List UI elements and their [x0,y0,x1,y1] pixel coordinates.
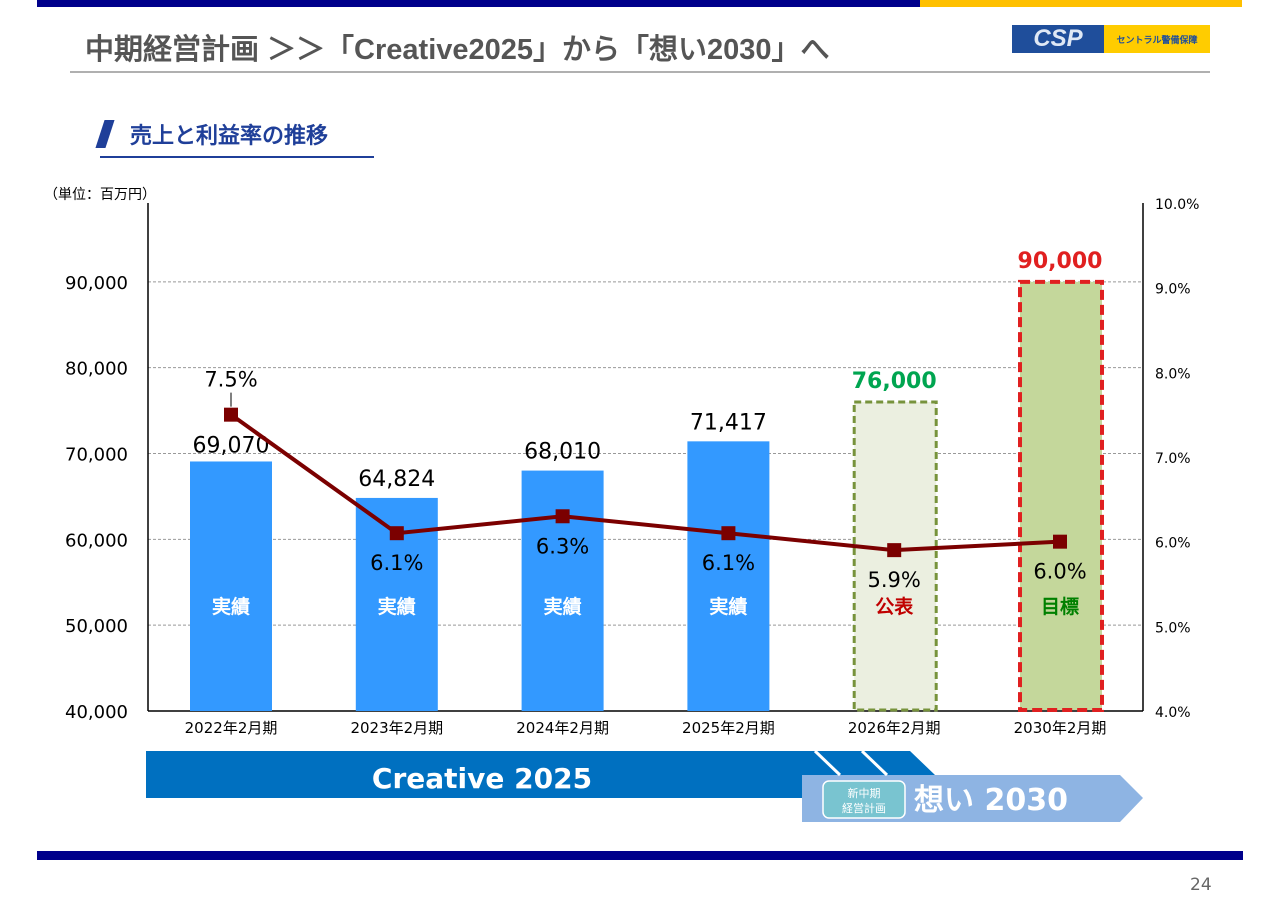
x-tick-label: 2025年2月期 [682,719,775,737]
bar-status-label: 実績 [709,595,747,618]
section-title: 売上と利益率の推移 [130,124,329,149]
bottom-bar [37,851,1243,860]
bar-value-label: 68,010 [524,440,601,465]
y2-tick-label: 7.0% [1155,451,1191,467]
banner-divider [813,749,842,777]
bar-2 [521,470,604,711]
y2-tick-label: 6.0% [1155,536,1191,552]
top-bar-blue [37,0,920,7]
bar-value-label: 90,000 [1018,249,1103,274]
bar-status-label: 実績 [378,595,416,618]
y-tick-label: 50,000 [65,616,128,637]
y-tick-label: 90,000 [65,273,128,294]
new-plan-badge-line1: 新中期 [848,786,881,800]
bar-status-label: 実績 [544,595,582,618]
bar-0 [190,461,272,711]
profit-rate-label: 6.1% [702,551,755,575]
y-tick-label: 60,000 [65,530,128,551]
y2-tick-label: 10.0% [1155,197,1199,213]
unit-label: （単位：百万円） [44,187,156,203]
x-tick-label: 2030年2月期 [1014,719,1107,737]
creative-2025-banner [146,751,935,798]
y2-tick-label: 5.0% [1155,620,1191,636]
bar-value-label: 64,824 [358,467,435,492]
profit-rate-marker [555,509,570,524]
title-divider [70,71,1210,73]
y2-tick-label: 4.0% [1155,705,1191,721]
y-tick-label: 80,000 [65,359,128,380]
bar-5 [1018,279,1104,712]
x-tick-label: 2023年2月期 [350,719,443,737]
new-plan-badge-line2: 経営計画 [842,801,886,815]
top-bar-yellow [920,0,1242,7]
logo-mark: CSP [1012,25,1104,53]
profit-rate-label: 6.0% [1033,560,1086,584]
page-number: 24 [1190,875,1212,895]
bar-status-label: 公表 [875,595,914,618]
bar-value-label: 76,000 [852,369,937,394]
profit-rate-line [229,413,1061,553]
profit-rate-label: 7.5% [204,368,257,392]
omoi-2030-label: 想い 2030 [914,783,1068,818]
page-title: 中期経営計画 ＞＞「Creative2025」から「想い2030」へ [85,34,830,66]
profit-rate-marker [389,526,404,541]
profit-rate-marker [224,407,238,422]
y2-tick-label: 8.0% [1155,366,1191,382]
profit-rate-label: 5.9% [868,568,921,592]
profit-rate-marker [721,526,736,541]
new-plan-badge [822,780,906,819]
y2-tick-label: 9.0% [1155,282,1191,298]
profit-rate-marker [887,543,902,558]
bar-value-label: 71,417 [690,410,767,435]
y-tick-label: 70,000 [65,445,128,466]
creative-2025-label: Creative 2025 [372,762,592,795]
x-tick-label: 2022年2月期 [185,719,278,737]
x-tick-label: 2024年2月期 [516,719,609,737]
bar-3 [687,441,770,711]
x-tick-label: 2026年2月期 [848,719,941,737]
profit-rate-marker [1053,534,1067,549]
bar-status-label: 目標 [1041,595,1079,618]
profit-rate-label: 6.3% [536,534,589,558]
profit-rate-label: 6.1% [370,551,423,575]
bar-value-label: 69,070 [193,433,270,458]
banner-divider [860,749,889,777]
company-logo: CSP セントラル警備保障 [1012,25,1210,53]
section-underline [100,156,374,158]
bar-status-label: 実績 [212,595,250,618]
y-tick-label: 40,000 [65,702,128,723]
logo-name: セントラル警備保障 [1104,25,1210,53]
